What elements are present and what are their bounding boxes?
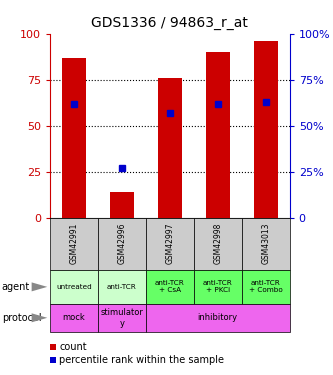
Text: anti-TCR
+ PKCi: anti-TCR + PKCi bbox=[203, 280, 233, 293]
Text: GSM43013: GSM43013 bbox=[261, 223, 270, 264]
Text: GSM42991: GSM42991 bbox=[69, 223, 79, 264]
Bar bbox=[62, 58, 86, 217]
Text: GSM42998: GSM42998 bbox=[213, 223, 222, 264]
Text: anti-TCR
+ CsA: anti-TCR + CsA bbox=[155, 280, 185, 293]
Bar bbox=[206, 52, 230, 217]
Text: count: count bbox=[59, 342, 87, 352]
Bar bbox=[158, 78, 182, 218]
Text: GSM42997: GSM42997 bbox=[165, 223, 174, 264]
Text: anti-TCR: anti-TCR bbox=[107, 284, 137, 290]
Text: mock: mock bbox=[63, 314, 85, 322]
Text: inhibitory: inhibitory bbox=[198, 314, 238, 322]
Text: protocol: protocol bbox=[2, 313, 41, 323]
Text: stimulator
y: stimulator y bbox=[101, 308, 143, 327]
Bar bbox=[110, 192, 134, 217]
Bar bbox=[254, 41, 278, 218]
Title: GDS1336 / 94863_r_at: GDS1336 / 94863_r_at bbox=[91, 16, 248, 30]
Text: agent: agent bbox=[2, 282, 30, 292]
Text: GSM42996: GSM42996 bbox=[117, 223, 127, 264]
Text: percentile rank within the sample: percentile rank within the sample bbox=[59, 355, 224, 365]
Text: untreated: untreated bbox=[56, 284, 92, 290]
Text: anti-TCR
+ Combo: anti-TCR + Combo bbox=[249, 280, 283, 293]
